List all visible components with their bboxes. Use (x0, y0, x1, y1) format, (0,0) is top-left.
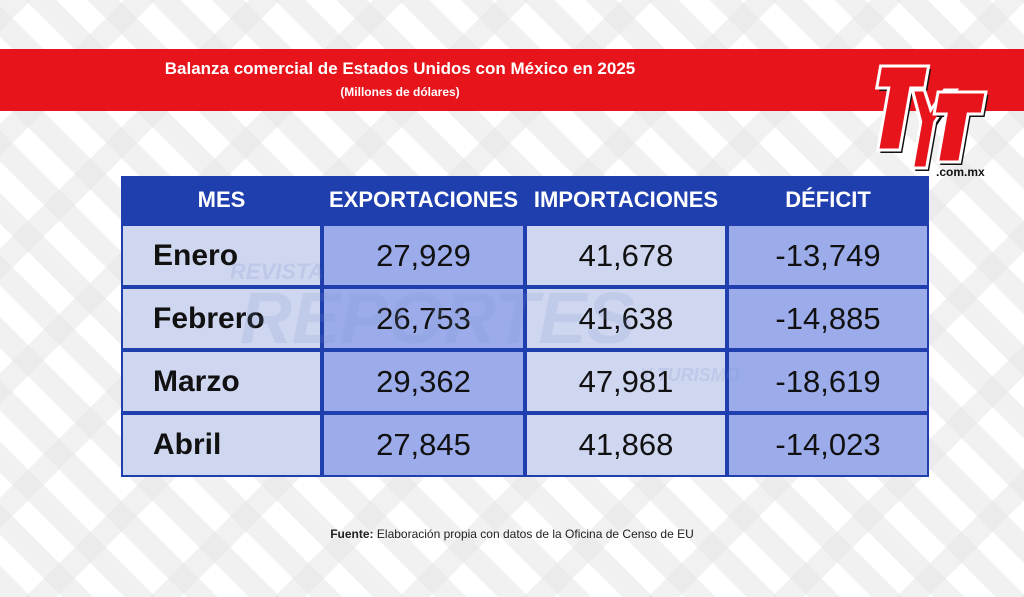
table-cell: 27,929 (324, 226, 523, 285)
source-text: Elaboración propia con datos de la Ofici… (376, 527, 694, 541)
tyt-logo: .com.mx (874, 64, 989, 179)
table-cell: 29,362 (324, 352, 523, 411)
chart-title: Balanza comercial de Estados Unidos con … (164, 59, 636, 78)
table-cell: 26,753 (324, 289, 523, 348)
row-label: Enero (123, 226, 320, 285)
column-header-0: MES (121, 176, 322, 224)
source-label: Fuente: (330, 527, 374, 541)
trade-balance-table: MES EXPORTACIONES IMPORTACIONES DÉFICIT Ener… (121, 176, 929, 477)
table-cell: -13,749 (729, 226, 927, 285)
table-cell: 41,678 (527, 226, 725, 285)
table-cell: -14,885 (729, 289, 927, 348)
row-label: Marzo (123, 352, 320, 411)
chart-subtitle: (Millones de dólares) (340, 85, 460, 99)
row-label: Febrero (123, 289, 320, 348)
table-cell: -18,619 (729, 352, 927, 411)
title-banner (0, 49, 1024, 111)
table-cell: 41,638 (527, 289, 725, 348)
column-header-2: IMPORTACIONES (525, 176, 727, 224)
table-cell: 47,981 (527, 352, 725, 411)
column-header-3: DÉFICIT (727, 176, 929, 224)
table-cell: 41,868 (527, 415, 725, 475)
source-note: Fuente: Elaboración propia con datos de … (0, 527, 1024, 541)
row-label: Abril (123, 415, 320, 475)
column-header-1: EXPORTACIONES (322, 176, 525, 224)
table-cell: -14,023 (729, 415, 927, 475)
svg-text:.com.mx: .com.mx (936, 165, 985, 179)
table-cell: 27,845 (324, 415, 523, 475)
